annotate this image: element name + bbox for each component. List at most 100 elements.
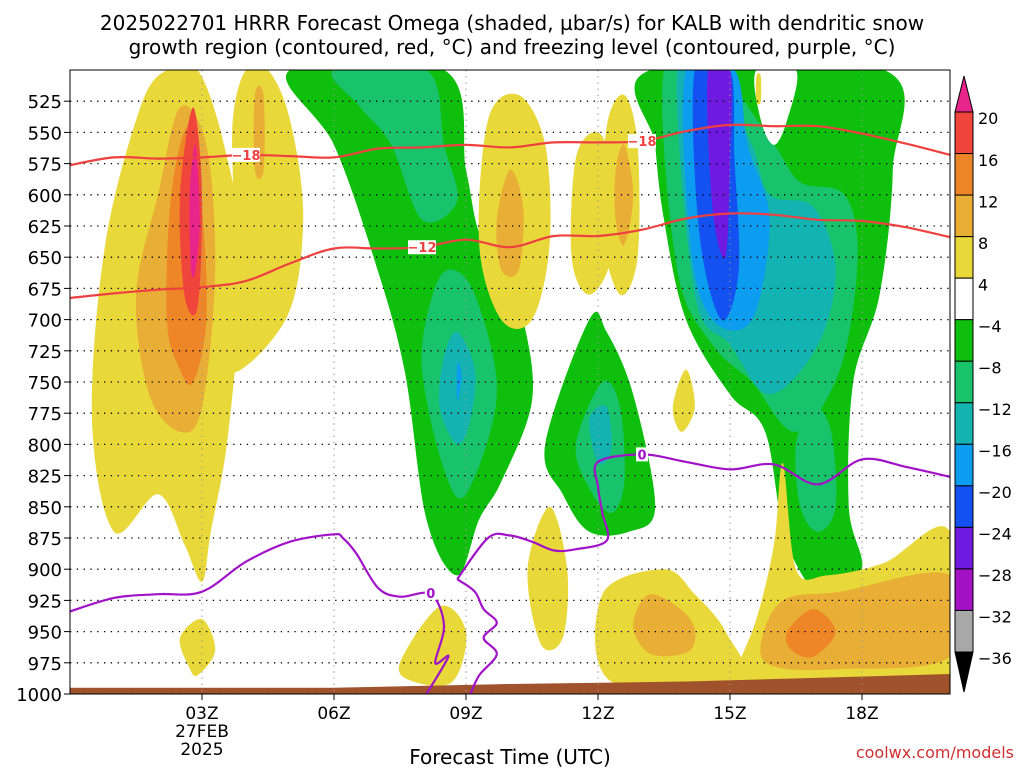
omega-shade-region	[496, 169, 524, 277]
x-tick-label: 09Z	[449, 704, 482, 724]
omega-shade-region	[221, 70, 304, 374]
x-tick-label: 06Z	[317, 704, 350, 724]
contour-label: 0	[637, 448, 646, 463]
colorbar-label: −16	[978, 442, 1012, 461]
colorbar-label: 12	[978, 192, 998, 211]
y-tick-label: 675	[28, 279, 62, 300]
colorbar-label: −36	[978, 649, 1012, 668]
colorbar-label: −24	[978, 525, 1012, 544]
y-tick-label: 825	[28, 467, 62, 488]
contour-label-bg	[424, 585, 437, 600]
contour-line	[70, 123, 950, 167]
omega-shade-region	[785, 609, 836, 658]
contour-label-bg	[628, 134, 656, 149]
omega-shade-region	[398, 605, 467, 686]
colorbar-segment	[954, 111, 974, 155]
y-tick-label: 900	[28, 560, 62, 581]
omega-shade-region	[253, 85, 265, 180]
colorbar-label: 8	[978, 234, 988, 253]
colorbar-segment	[954, 360, 974, 404]
colorbar-label: 20	[978, 109, 998, 128]
x-tick-label: 03Z	[185, 704, 218, 724]
colorbar-label: −20	[978, 483, 1012, 502]
colorbar-segment	[954, 568, 974, 611]
colorbar-label: −28	[978, 566, 1012, 585]
y-tick-label: 950	[28, 623, 62, 644]
omega-shade-region	[331, 70, 458, 223]
y-tick-label: 575	[28, 155, 62, 176]
x-tick-label: 15Z	[713, 704, 746, 724]
colorbar-segment	[954, 526, 974, 570]
omega-shade-region	[189, 144, 200, 278]
contour-line	[456, 578, 498, 694]
chart-title-line-1: 2025022701 HRRR Forecast Omega (shaded, …	[100, 11, 924, 35]
x-tick-label: 12Z	[581, 704, 614, 724]
omega-shade-region	[795, 406, 837, 532]
colorbar-label: −32	[978, 608, 1012, 627]
y-tick-label: 875	[28, 529, 62, 550]
colorbar-segment	[954, 485, 974, 528]
y-tick-label: 700	[28, 311, 62, 332]
colorbar-segment	[954, 319, 974, 362]
date-label: 2025	[180, 740, 223, 760]
y-tick-label: 725	[28, 342, 62, 363]
omega-shade-region	[179, 618, 216, 677]
omega-shade-region	[755, 73, 762, 105]
contour-line	[456, 453, 950, 580]
terrain-layer	[70, 674, 950, 694]
colorbar-segment	[954, 236, 974, 279]
y-tick-label: 625	[28, 217, 62, 238]
date-label: 27FEB	[175, 722, 229, 742]
contour-label: −18	[628, 135, 657, 150]
contour-label-bg	[636, 447, 648, 462]
colorbar-top-arrow	[954, 75, 974, 113]
colorbar-label: −8	[978, 358, 1002, 377]
colorbar-bottom-arrow	[954, 651, 974, 693]
colorbar-segment	[954, 609, 974, 653]
y-tick-label: 975	[28, 654, 62, 675]
y-tick-label: 800	[28, 435, 62, 456]
omega-shade-region	[527, 506, 569, 651]
colorbar: 20 16 12 8 4 −4 −8 −12 −16 −20 −24 −28 −32 −36	[954, 75, 1012, 693]
chart-title-line-2: growth region (contoured, red, °C) and f…	[129, 35, 896, 59]
terrain-fill	[70, 674, 950, 694]
y-tick-label: 600	[28, 186, 62, 207]
x-axis-label: Forecast Time (UTC)	[409, 745, 611, 768]
y-tick-label: 750	[28, 373, 62, 394]
contour-label-bg	[232, 147, 260, 162]
y-tick-label: 1000	[16, 685, 62, 706]
omega-shade-region	[672, 369, 695, 432]
y-tick-label: 925	[28, 591, 62, 612]
omega-shade-region	[614, 144, 634, 246]
contour-line	[70, 212, 950, 300]
omega-shade-region	[456, 362, 462, 401]
y-tick-label: 775	[28, 404, 62, 425]
omega-shade-region	[707, 70, 732, 259]
colorbar-segment	[954, 153, 974, 196]
colorbar-segment	[954, 277, 974, 321]
source-annotation: coolwx.com/models	[856, 743, 1014, 762]
contour-lines: −18 −18 −12 0 0	[70, 123, 950, 694]
y-tick-label: 525	[28, 92, 62, 113]
y-tick-label: 850	[28, 498, 62, 519]
y-tick-label: 650	[28, 248, 62, 269]
colorbar-segment	[954, 402, 974, 445]
contour-line	[70, 533, 450, 694]
colorbar-label: 4	[978, 275, 988, 294]
y-axis: 525 550 575 600 625 650 675 700 725 750 775 800 825 8…	[16, 92, 70, 706]
colorbar-segment	[954, 194, 974, 238]
contour-label: −18	[232, 149, 261, 164]
contour-label: −12	[408, 241, 437, 256]
contour-label: 0	[426, 587, 435, 602]
colorbar-label: −4	[978, 317, 1002, 336]
omega-shade-region	[633, 594, 696, 657]
colorbar-label: −12	[978, 400, 1012, 419]
colorbar-segment	[954, 443, 974, 487]
y-tick-label: 550	[28, 123, 62, 144]
colorbar-label: 16	[978, 151, 998, 170]
omega-shading	[91, 70, 950, 694]
x-tick-label: 18Z	[845, 704, 878, 724]
